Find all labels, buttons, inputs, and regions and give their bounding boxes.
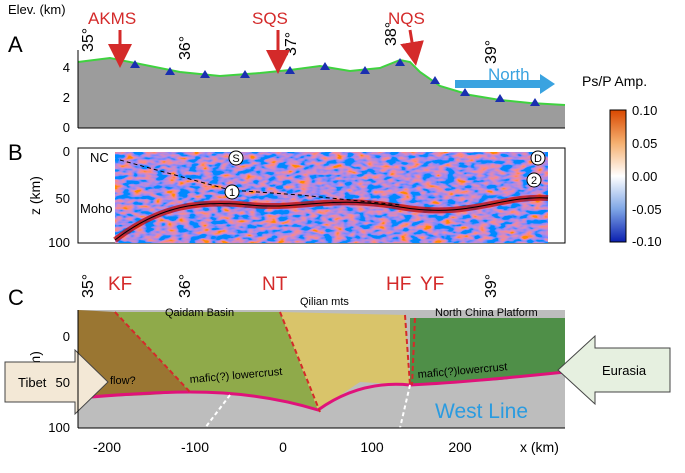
block-kunlun	[78, 310, 190, 398]
stations	[130, 58, 540, 106]
arrow-eurasia	[557, 334, 671, 406]
lat-label: 39°	[483, 274, 500, 298]
colorbar-tick: -0.10	[632, 234, 662, 249]
station-label: AKMS	[88, 9, 136, 28]
x-tick-label: -200	[93, 439, 121, 455]
y-tick-label: 100	[48, 420, 70, 435]
x-tick-label: 0	[279, 439, 287, 455]
axis-label: z (km)	[27, 176, 43, 215]
y-tick-label: 4	[63, 60, 70, 75]
lat-label: 35°	[80, 28, 97, 52]
y-tick-label: 0	[63, 144, 70, 159]
note: flow?	[110, 375, 136, 387]
block-qaidam	[115, 312, 318, 410]
x-tick-label: 100	[360, 439, 384, 455]
y-tick-label: 0	[63, 329, 70, 344]
panel-label: C	[8, 285, 24, 310]
y-tick-label: 2	[63, 90, 70, 105]
lat-label: 37°	[283, 32, 300, 56]
fault-label: NT	[262, 274, 288, 295]
colorbar-tick: 0.10	[632, 103, 657, 118]
axis-label: x (km)	[520, 439, 559, 455]
region-label: Qilian mts	[300, 296, 349, 308]
region-label: North China Platform	[435, 307, 538, 319]
note: West Line	[435, 400, 528, 423]
y-tick-label: 50	[56, 375, 70, 390]
y-tick-label: 50	[56, 191, 70, 206]
label: 2	[531, 175, 537, 187]
moho-line	[114, 197, 549, 241]
lat-label: 36°	[177, 36, 194, 60]
station-label: NQS	[388, 9, 425, 28]
fault-label: YF	[420, 274, 444, 295]
x-tick-label: -100	[181, 439, 209, 455]
colorbar	[609, 109, 627, 243]
moho	[77, 370, 566, 412]
y-tick-label: 100	[48, 235, 70, 250]
panel-label: A	[8, 32, 23, 57]
region-label: Qaidam Basin	[165, 307, 234, 319]
colorbar-tick: 0.00	[632, 169, 657, 184]
rf-image	[115, 152, 548, 243]
note: Eurasia	[602, 363, 647, 378]
y-tick-label: 0	[63, 120, 70, 135]
station-label: SQS	[252, 9, 288, 28]
label: S	[232, 153, 239, 165]
lat-label: 39°	[483, 40, 500, 64]
fault-label: KF	[108, 274, 132, 295]
direction-label: North	[488, 65, 530, 84]
lat-label: 36°	[177, 274, 194, 298]
fault-label: HF	[386, 274, 411, 295]
note: Tibet	[18, 375, 47, 390]
label: D	[534, 153, 542, 165]
terrain	[78, 58, 565, 128]
colorbar-tick: -0.05	[632, 202, 662, 217]
colorbar-title: Ps/P Amp.	[582, 73, 647, 89]
block-ncp	[410, 318, 565, 385]
x-tick-label: 200	[448, 439, 472, 455]
arrow-tibet	[4, 348, 109, 416]
label: Moho	[80, 201, 113, 216]
label: NC	[90, 150, 109, 165]
colorbar-tick: 0.05	[632, 136, 657, 151]
axis-label: Elev. (km)	[8, 2, 66, 17]
lat-label: 38°	[383, 22, 400, 46]
panel-label: B	[8, 140, 23, 165]
block-qilian	[280, 312, 410, 410]
north-arrow	[455, 74, 555, 94]
lat-label: 35°	[80, 274, 97, 298]
label: 1	[229, 187, 235, 199]
interface	[119, 159, 401, 206]
